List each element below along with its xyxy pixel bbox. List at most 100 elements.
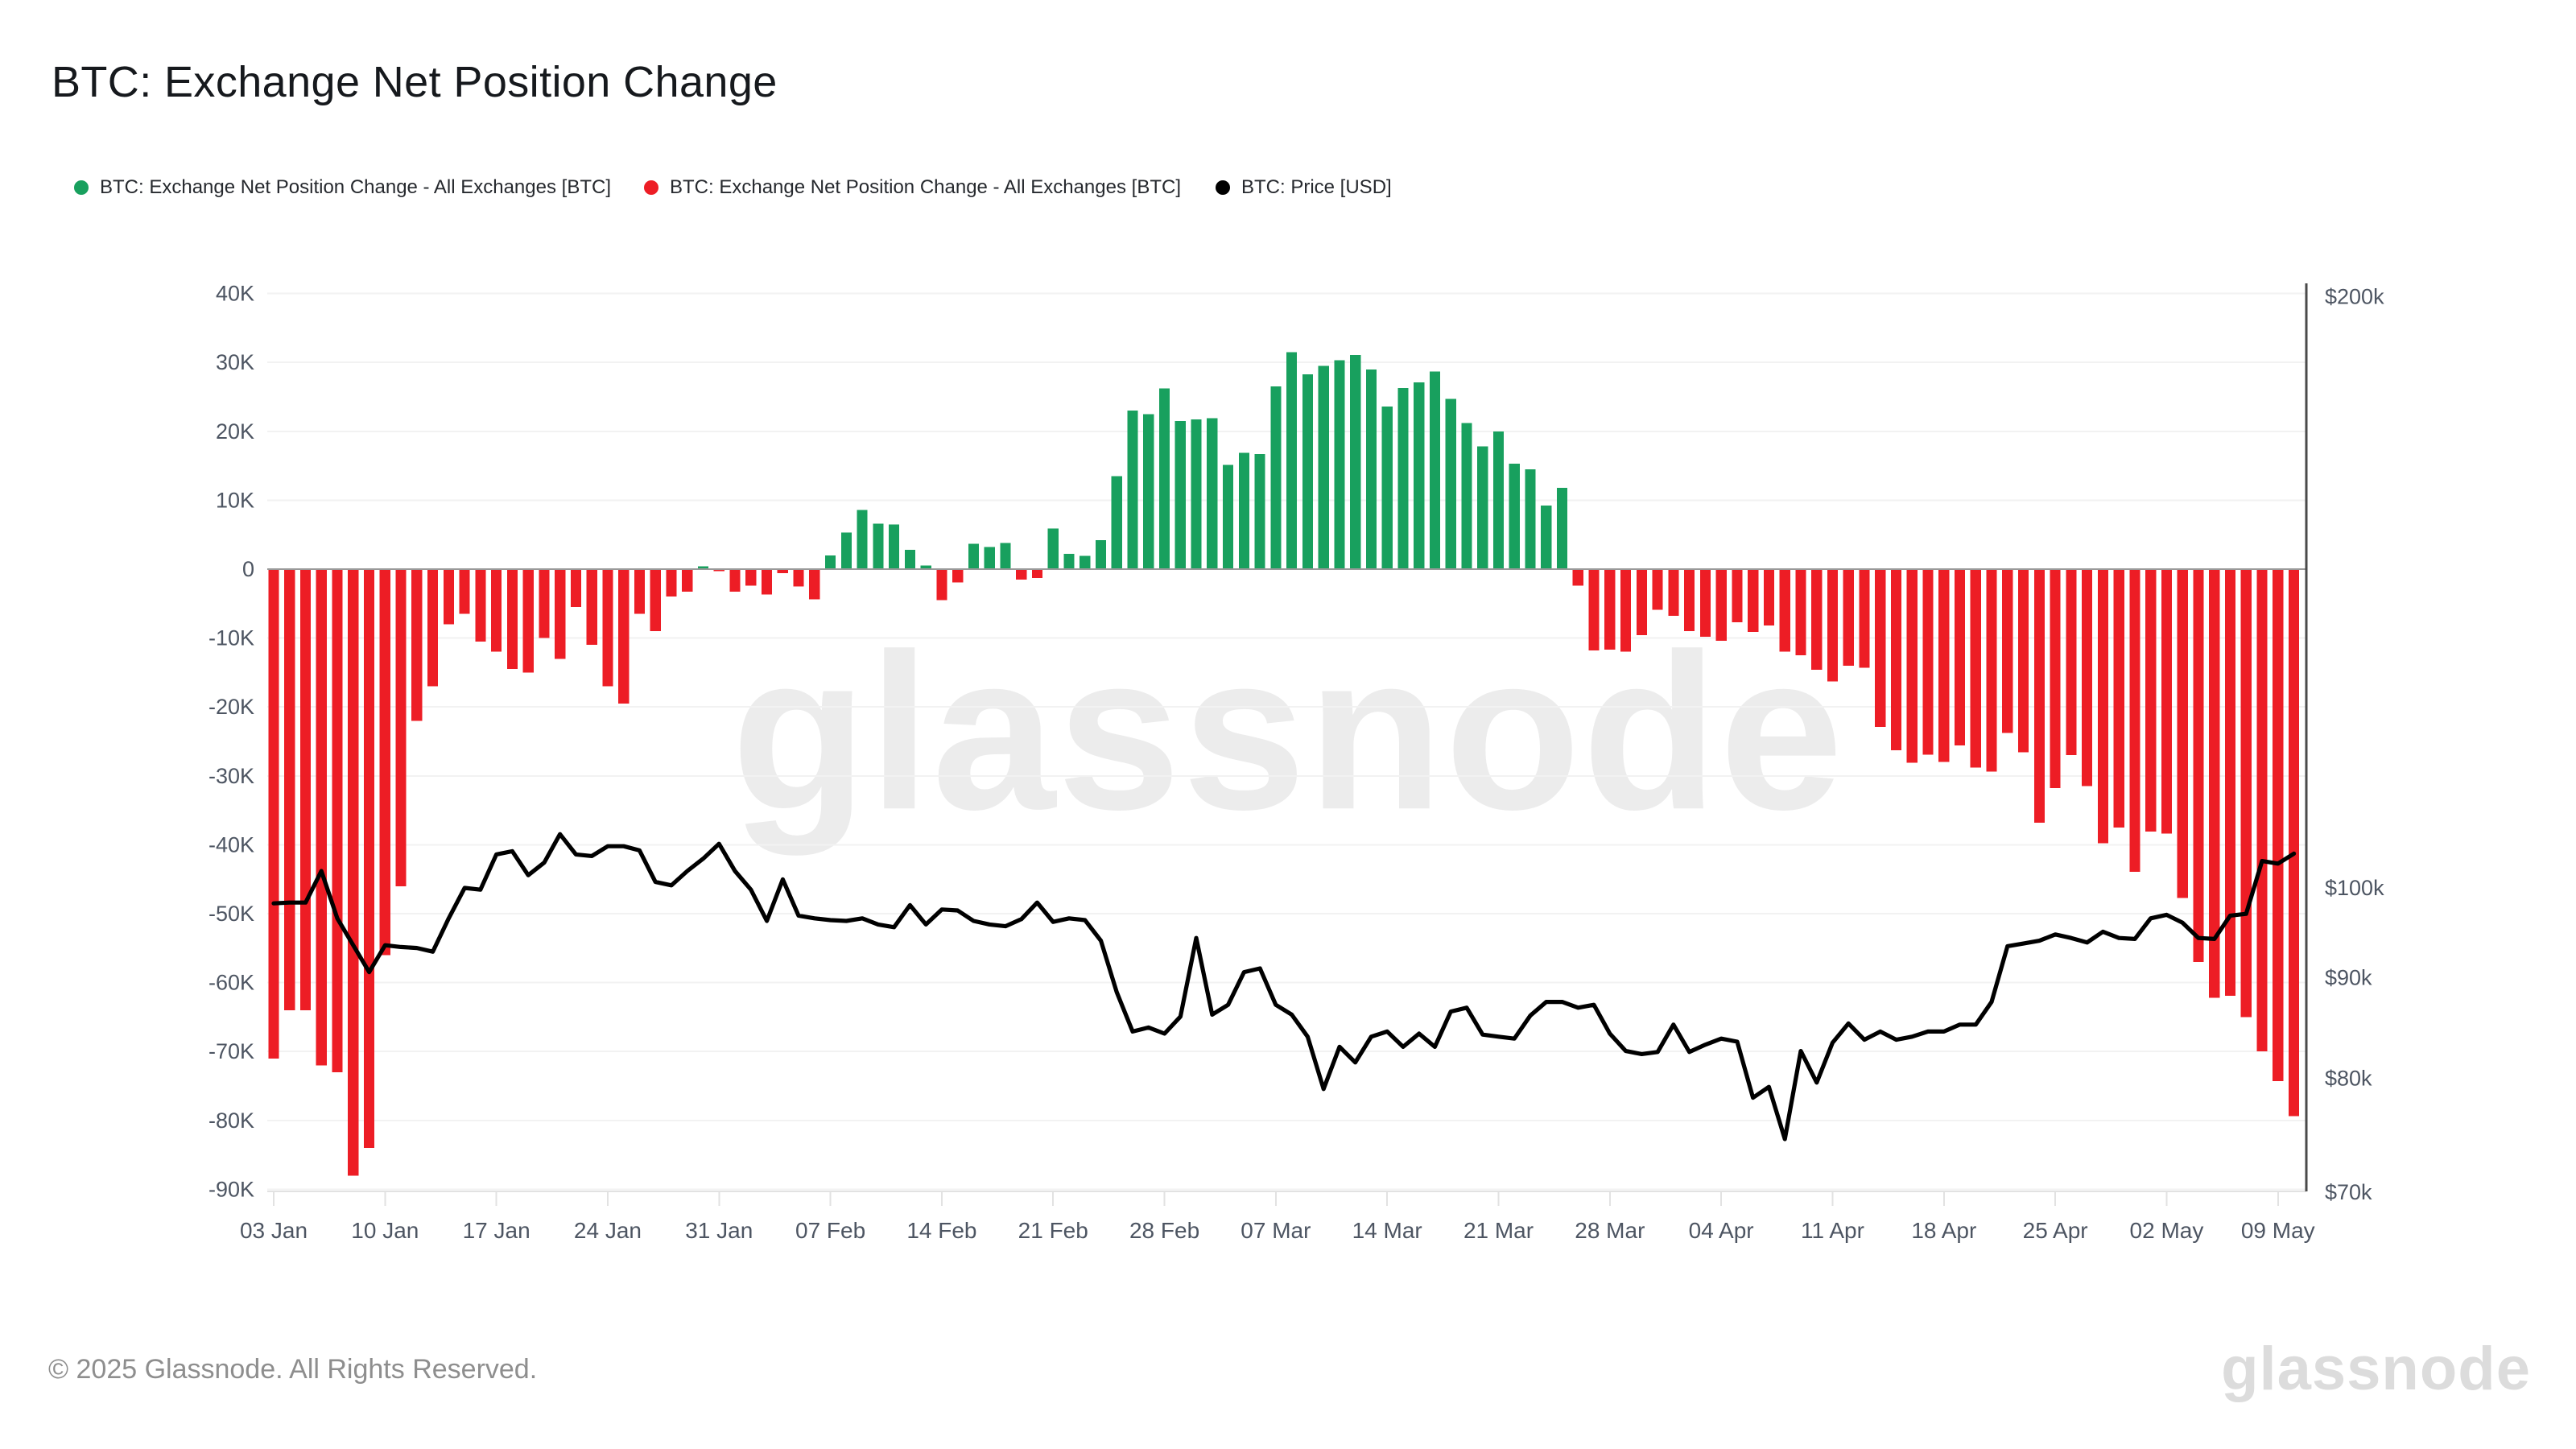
net-position-bar xyxy=(2082,569,2093,786)
net-position-bar xyxy=(395,569,407,886)
x-axis-tick-label: 21 Feb xyxy=(1018,1218,1088,1243)
net-position-bar xyxy=(1095,540,1107,569)
net-position-bar xyxy=(348,569,359,1176)
net-position-bar xyxy=(1365,369,1377,569)
left-axis-tick-label: -50K xyxy=(208,902,254,926)
legend-label: BTC: Exchange Net Position Change - All … xyxy=(100,175,611,198)
glassnode-logo: glassnode xyxy=(2221,1336,2531,1404)
legend-item-net-position-positive[interactable]: BTC: Exchange Net Position Change - All … xyxy=(74,175,611,198)
net-position-bar xyxy=(2273,569,2284,1082)
net-position-bar xyxy=(363,569,375,1149)
net-position-bar xyxy=(2224,569,2236,996)
left-axis-tick-label: -80K xyxy=(208,1108,254,1133)
net-position-bar xyxy=(618,569,630,704)
net-position-bar xyxy=(2209,569,2220,998)
net-position-bar xyxy=(1445,398,1456,569)
legend-dot-green-icon xyxy=(74,180,89,194)
net-position-bar xyxy=(1938,569,1950,762)
net-position-bar xyxy=(1763,569,1775,626)
net-position-bar xyxy=(1922,569,1934,755)
net-position-bar xyxy=(1668,569,1679,617)
net-position-bar xyxy=(1318,365,1329,569)
net-position-bar xyxy=(2002,569,2013,733)
x-axis-tick-label: 11 Apr xyxy=(1801,1218,1864,1243)
net-position-bar xyxy=(1381,406,1393,569)
net-position-bar xyxy=(1827,569,1839,682)
net-position-bar xyxy=(1859,569,1870,668)
net-position-bar xyxy=(2113,569,2124,828)
left-axis-tick-label: -20K xyxy=(208,695,254,719)
net-position-bar xyxy=(1334,360,1345,569)
net-position-bar xyxy=(2097,569,2108,844)
x-axis-tick-label: 07 Mar xyxy=(1241,1218,1311,1243)
net-position-bar xyxy=(411,569,423,721)
net-position-bar xyxy=(555,569,566,659)
net-position-bar xyxy=(475,569,486,642)
legend-label: BTC: Exchange Net Position Change - All … xyxy=(670,175,1181,198)
net-position-bar xyxy=(968,543,980,569)
net-position-bar xyxy=(936,569,947,601)
net-position-bar xyxy=(1016,569,1027,580)
net-position-bar xyxy=(2129,569,2140,872)
net-position-bar xyxy=(491,569,502,652)
net-position-bar xyxy=(1254,454,1265,569)
legend-label: BTC: Price [USD] xyxy=(1241,175,1392,198)
net-position-bar xyxy=(1238,452,1249,569)
right-axis-tick-label: $90k xyxy=(2325,966,2372,990)
net-position-bar xyxy=(1636,569,1647,636)
net-position-bar xyxy=(1191,419,1202,569)
net-position-bar xyxy=(570,569,582,608)
net-position-bar xyxy=(634,569,646,614)
net-position-bar xyxy=(316,569,327,1066)
net-position-bar xyxy=(2193,569,2204,962)
legend-item-price[interactable]: BTC: Price [USD] xyxy=(1216,175,1392,198)
x-axis-tick-label: 02 May xyxy=(2130,1218,2204,1243)
net-position-bar xyxy=(1748,569,1759,632)
net-position-bar xyxy=(1699,569,1711,637)
net-position-bar xyxy=(729,569,741,592)
net-position-bar xyxy=(2145,569,2157,832)
left-axis-tick-label: -30K xyxy=(208,764,254,788)
x-axis-tick-label: 14 Mar xyxy=(1352,1218,1422,1243)
net-position-bar xyxy=(1063,554,1075,569)
legend-dot-red-icon xyxy=(644,180,658,194)
legend-item-net-position-negative[interactable]: BTC: Exchange Net Position Change - All … xyxy=(644,175,1181,198)
net-position-bar xyxy=(1397,387,1409,569)
net-position-bar xyxy=(857,510,868,569)
net-position-bar xyxy=(1541,506,1552,569)
left-axis-tick-label: -60K xyxy=(208,971,254,995)
glassnode-watermark: glassnode xyxy=(731,609,1845,857)
net-position-bar xyxy=(1556,487,1568,569)
net-position-bar xyxy=(1302,374,1313,569)
net-position-bar xyxy=(2256,569,2268,1052)
net-position-bar xyxy=(2177,569,2188,898)
net-position-bar xyxy=(299,569,312,1010)
x-axis-tick-label: 09 May xyxy=(2241,1218,2315,1243)
net-position-bar xyxy=(904,550,915,569)
x-axis-tick-label: 10 Jan xyxy=(351,1218,419,1243)
right-axis-tick-label: $200k xyxy=(2325,284,2384,308)
net-position-bar xyxy=(1811,569,1823,670)
net-position-bar xyxy=(1620,569,1632,652)
net-position-bar xyxy=(1492,431,1505,569)
net-position-bar xyxy=(1684,569,1695,632)
net-position-bar xyxy=(1843,569,1854,666)
net-position-bar xyxy=(1461,423,1472,569)
x-axis-tick-label: 28 Mar xyxy=(1575,1218,1645,1243)
net-position-bar xyxy=(1954,569,1966,746)
net-position-bar xyxy=(1890,569,1902,751)
net-position-bar xyxy=(522,569,534,673)
net-position-bar xyxy=(443,569,454,625)
net-position-bar xyxy=(586,569,597,646)
x-axis-tick-label: 07 Feb xyxy=(795,1218,865,1243)
net-position-bar xyxy=(2240,569,2252,1018)
net-position-bar xyxy=(2161,569,2173,834)
net-position-bar xyxy=(1080,555,1091,569)
net-position-bar xyxy=(1732,569,1743,622)
net-position-bar xyxy=(793,569,804,587)
x-axis-tick-label: 28 Feb xyxy=(1129,1218,1199,1243)
left-axis-tick-label: 0 xyxy=(242,557,254,581)
x-axis-tick-label: 14 Feb xyxy=(906,1218,976,1243)
net-position-bar xyxy=(1875,569,1886,728)
